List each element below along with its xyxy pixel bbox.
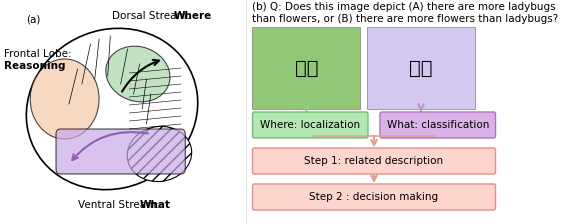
Text: Dorsal Stream:: Dorsal Stream:: [112, 11, 193, 21]
Text: (b) Q: Does this image depict (A) there are more ladybugs: (b) Q: Does this image depict (A) there …: [252, 2, 556, 12]
FancyBboxPatch shape: [252, 112, 368, 138]
Text: Frontal Lobe:: Frontal Lobe:: [4, 49, 72, 59]
Text: Reasoning: Reasoning: [4, 61, 66, 71]
FancyBboxPatch shape: [252, 27, 360, 109]
Text: Where: Where: [174, 11, 213, 21]
Text: What: What: [140, 200, 171, 210]
Text: What: classification: What: classification: [387, 120, 489, 130]
Text: than flowers, or (B) there are more flowers than ladybugs?: than flowers, or (B) there are more flow…: [252, 14, 559, 24]
Text: Step 2 : decision making: Step 2 : decision making: [310, 192, 439, 202]
Text: Ventral Stream:: Ventral Stream:: [78, 200, 163, 210]
Text: 🌸🐞: 🌸🐞: [409, 58, 433, 78]
Ellipse shape: [26, 28, 198, 190]
FancyBboxPatch shape: [367, 27, 475, 109]
FancyBboxPatch shape: [56, 129, 185, 174]
Text: 🐞🌼: 🐞🌼: [294, 58, 318, 78]
Text: Step 1: related description: Step 1: related description: [304, 156, 444, 166]
FancyBboxPatch shape: [252, 184, 495, 210]
FancyBboxPatch shape: [252, 148, 495, 174]
Ellipse shape: [30, 59, 99, 139]
Text: (a): (a): [26, 14, 40, 24]
FancyBboxPatch shape: [380, 112, 495, 138]
Text: Where: localization: Where: localization: [260, 120, 360, 130]
Ellipse shape: [106, 46, 170, 102]
Ellipse shape: [127, 126, 192, 182]
